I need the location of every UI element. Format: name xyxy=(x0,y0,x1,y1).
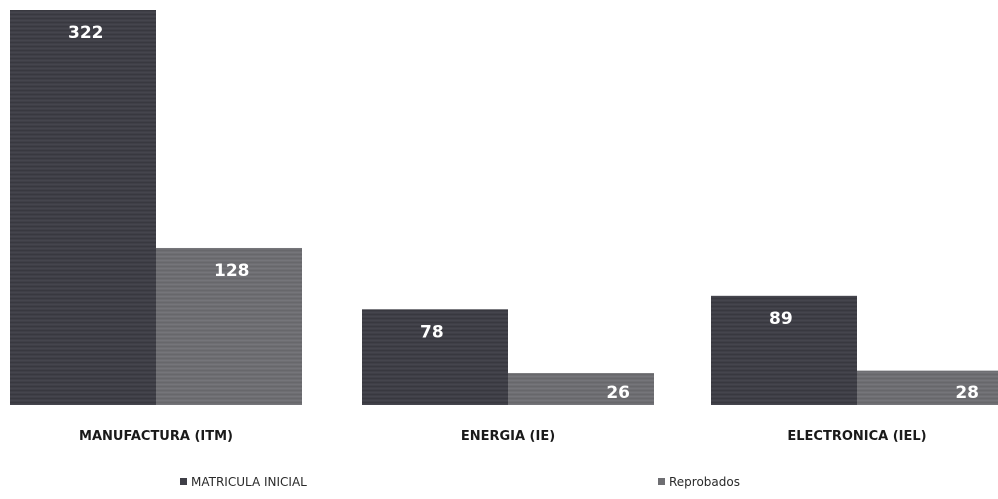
bar-matricula-inicial-0 xyxy=(10,10,156,405)
data-label-reprobados-2: 28 xyxy=(955,383,979,403)
data-label-matricula-inicial-2: 89 xyxy=(769,309,793,329)
category-label-0: MANUFACTURA (ITM) xyxy=(79,429,233,444)
legend-swatch-1 xyxy=(658,478,665,485)
legend-swatch-0 xyxy=(180,478,187,485)
data-label-reprobados-0: 128 xyxy=(214,261,250,281)
bar-reprobados-2 xyxy=(857,370,998,405)
legend-label-1: Reprobados xyxy=(669,475,740,489)
category-axis-labels: MANUFACTURA (ITM) ENERGIA (IE) ELECTRONICA… xyxy=(79,429,927,444)
category-label-1: ENERGIA (IE) xyxy=(461,429,555,444)
category-label-2: ELECTRONICA (IEL) xyxy=(787,429,926,444)
bar-matricula-inicial-2 xyxy=(711,295,857,405)
data-label-matricula-inicial-1: 78 xyxy=(420,322,444,342)
data-label-reprobados-1: 26 xyxy=(606,383,630,403)
bar-reprobados-0 xyxy=(156,247,302,405)
bar-reprobados-1 xyxy=(508,373,654,405)
legend: MATRICULA INICIAL Reprobados xyxy=(180,475,740,489)
data-labels-layer: 322 128 78 26 89 28 xyxy=(68,23,979,403)
bars-layer xyxy=(10,10,998,405)
bar-matricula-inicial-1 xyxy=(362,309,508,405)
legend-label-0: MATRICULA INICIAL xyxy=(191,475,307,489)
data-label-matricula-inicial-0: 322 xyxy=(68,23,104,43)
